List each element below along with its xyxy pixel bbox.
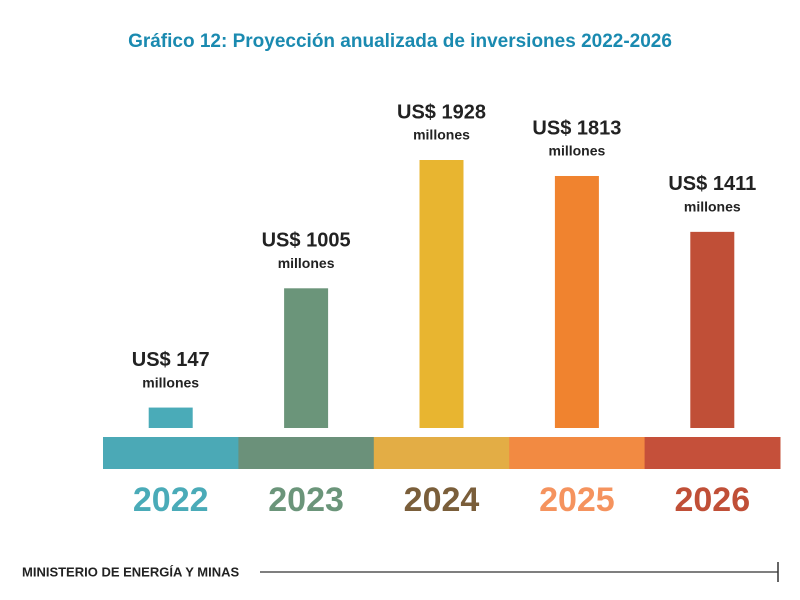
value-label: US$ 1411 bbox=[668, 173, 756, 195]
footer: MINISTERIO DE ENERGÍA Y MINAS bbox=[22, 564, 240, 579]
value-unit: millones bbox=[413, 127, 470, 143]
x-tick-label: 2024 bbox=[404, 481, 480, 519]
bar bbox=[419, 160, 464, 428]
x-tick-label: 2025 bbox=[539, 481, 615, 519]
x-tick-label: 2026 bbox=[674, 481, 750, 519]
value-label: US$ 1928 bbox=[397, 101, 486, 123]
bar bbox=[284, 288, 329, 428]
bar bbox=[690, 231, 735, 428]
value-label: US$ 1813 bbox=[532, 117, 621, 139]
bar bbox=[148, 407, 193, 428]
year-band bbox=[103, 437, 239, 469]
x-tick-label: 2022 bbox=[133, 481, 209, 519]
x-tick-label: 2023 bbox=[268, 481, 344, 519]
year-band bbox=[644, 437, 781, 469]
value-unit: millones bbox=[142, 374, 199, 390]
bar bbox=[554, 175, 599, 428]
value-unit: millones bbox=[278, 255, 335, 271]
value-unit: millones bbox=[684, 199, 741, 215]
year-band bbox=[373, 437, 510, 469]
chart-title: Gráfico 12: Proyección anualizada de inv… bbox=[128, 31, 672, 52]
value-label: US$ 1005 bbox=[262, 230, 351, 252]
year-band bbox=[238, 437, 375, 469]
value-label: US$ 147 bbox=[132, 349, 210, 371]
value-unit: millones bbox=[549, 143, 606, 159]
year-band bbox=[509, 437, 646, 469]
